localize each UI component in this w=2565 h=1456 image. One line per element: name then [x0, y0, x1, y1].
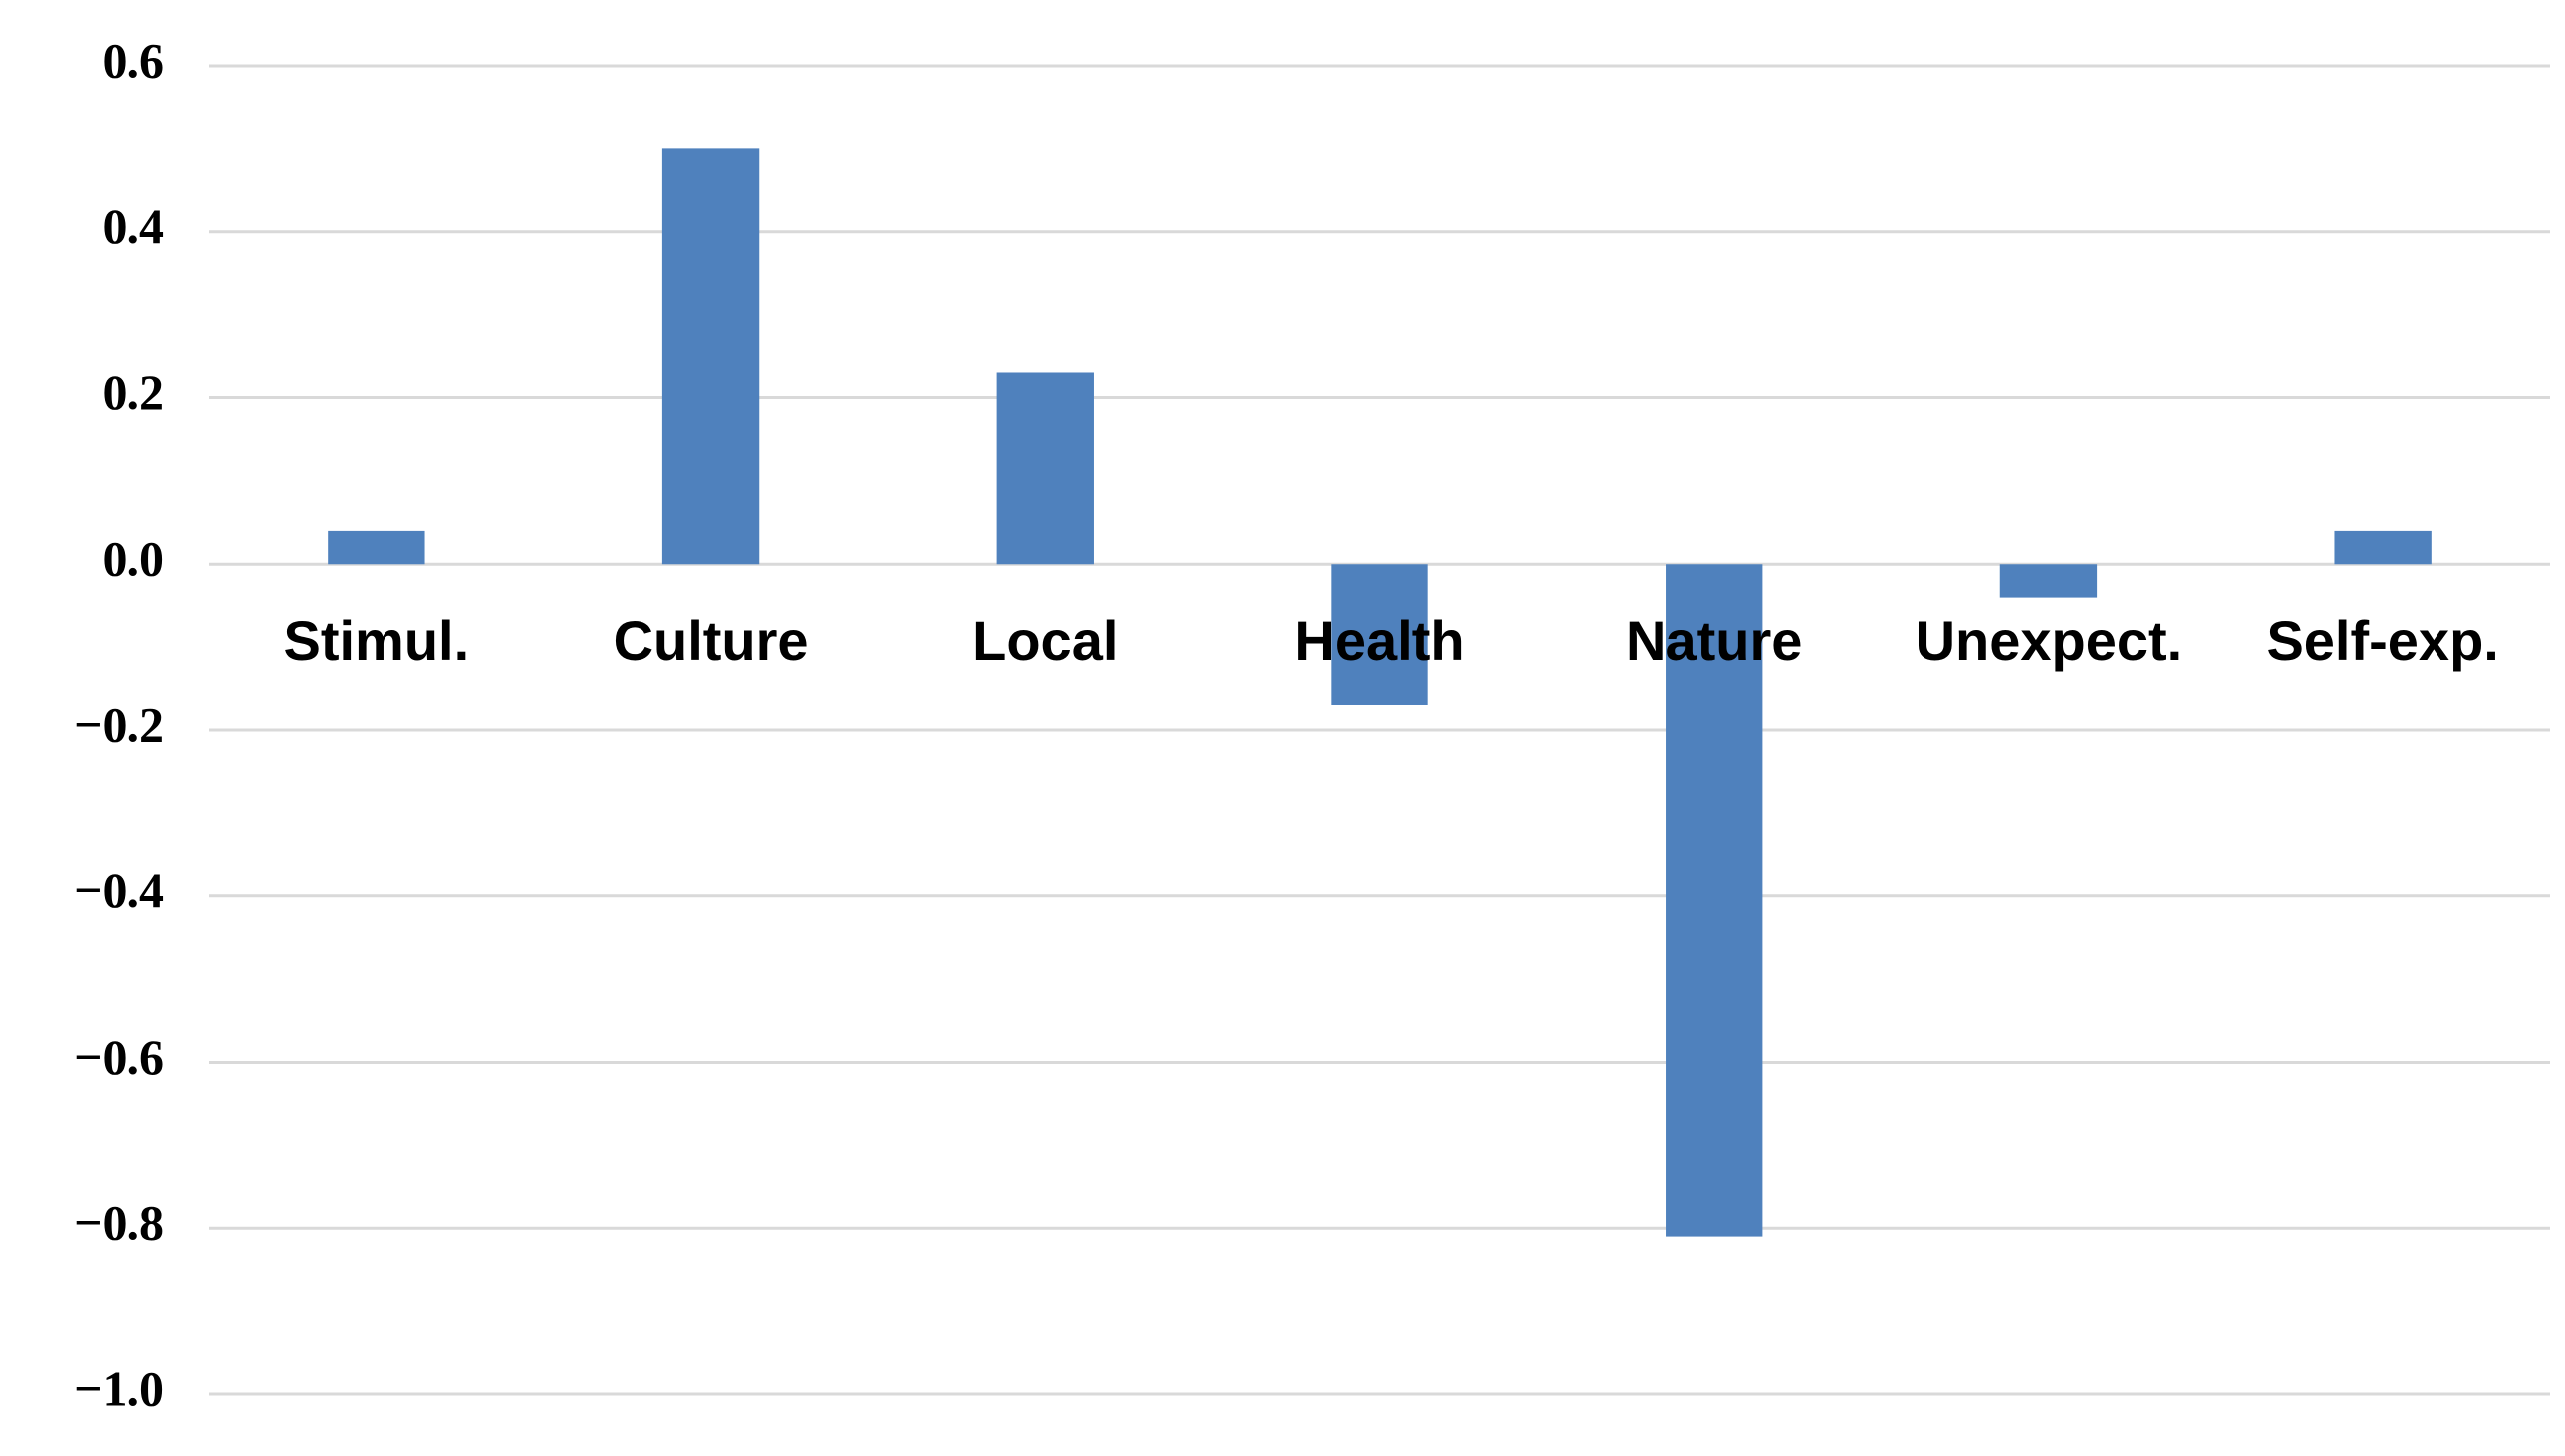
- x-tick-label: Local: [972, 609, 1118, 672]
- bar: [2334, 530, 2432, 565]
- y-tick-label: −0.2: [74, 696, 164, 752]
- y-tick-label: −1.0: [74, 1360, 164, 1416]
- bar: [661, 148, 760, 565]
- bar: [1666, 564, 1763, 1237]
- bar: [996, 372, 1094, 565]
- bar: [1999, 564, 2098, 598]
- x-tick-label: Unexpect.: [1916, 609, 2182, 672]
- y-tick-label: 0.6: [103, 32, 165, 88]
- y-tick-label: −0.8: [74, 1195, 164, 1251]
- x-tick-label: Culture: [614, 609, 809, 672]
- x-tick-label: Self-exp.: [2266, 609, 2498, 672]
- y-tick-label: −0.4: [74, 862, 164, 918]
- x-tick-label: Nature: [1626, 609, 1802, 672]
- y-tick-label: −0.6: [74, 1029, 164, 1085]
- x-tick-label: Health: [1294, 609, 1464, 672]
- bar: [1331, 564, 1428, 705]
- bar: [328, 530, 425, 565]
- x-tick-label: Stimul.: [284, 609, 470, 672]
- y-tick-label: 0.4: [103, 198, 165, 254]
- y-tick-label: 0.2: [103, 364, 165, 420]
- y-tick-label: 0.0: [103, 531, 165, 587]
